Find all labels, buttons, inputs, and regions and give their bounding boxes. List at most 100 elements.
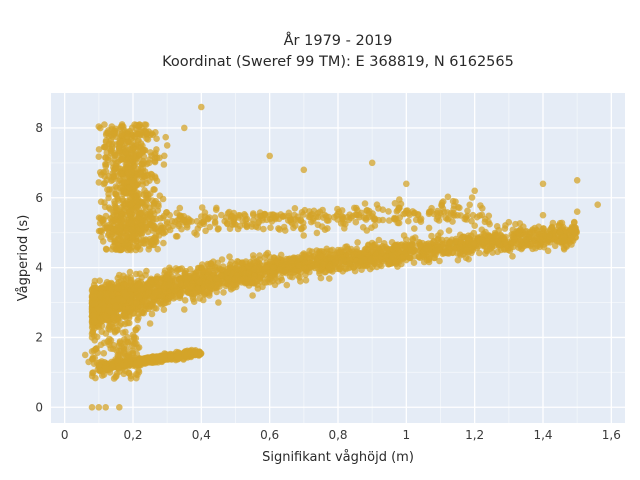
scatter-point xyxy=(136,281,144,289)
scatter-point xyxy=(556,229,564,236)
scatter-point xyxy=(132,146,140,153)
scatter-point xyxy=(202,227,209,235)
scatter-point xyxy=(367,257,375,265)
scatter-point xyxy=(378,249,386,257)
scatter-point xyxy=(301,265,309,272)
scatter-point xyxy=(100,350,108,357)
scatter-point xyxy=(391,200,399,207)
scatter-point xyxy=(594,201,601,208)
scatter-point xyxy=(437,229,444,236)
scatter-point xyxy=(133,129,140,137)
scatter-point xyxy=(362,262,370,270)
scatter-point xyxy=(151,289,159,297)
scatter-point xyxy=(471,187,479,195)
scatter-point xyxy=(122,362,130,369)
scatter-point xyxy=(140,305,147,313)
scatter-point xyxy=(352,211,360,218)
scatter-point xyxy=(157,215,164,222)
scatter-point xyxy=(128,342,136,350)
scatter-point xyxy=(344,245,352,253)
scatter-point xyxy=(226,253,233,260)
scatter-point xyxy=(299,219,307,227)
scatter-point xyxy=(102,330,110,337)
scatter-point xyxy=(106,341,113,349)
x-tick-label: 0,2 xyxy=(123,428,142,442)
scatter-point xyxy=(113,184,121,191)
scatter-point xyxy=(136,270,144,278)
scatter-point xyxy=(548,225,555,232)
scatter-point xyxy=(95,227,103,235)
scatter-point xyxy=(351,267,359,275)
scatter-point xyxy=(241,211,248,218)
scatter-point xyxy=(181,306,188,313)
scatter-point xyxy=(366,207,373,215)
scatter-point xyxy=(165,224,172,231)
scatter-point xyxy=(180,216,187,224)
scatter-point xyxy=(145,283,153,291)
scatter-point xyxy=(176,290,184,298)
scatter-point xyxy=(198,103,205,111)
scatter-point xyxy=(116,271,123,279)
scatter-point xyxy=(113,219,121,226)
scatter-point xyxy=(411,225,418,232)
scatter-point xyxy=(133,174,140,181)
scatter-point xyxy=(241,275,249,282)
scatter-point xyxy=(282,267,289,275)
scatter-point xyxy=(132,326,139,333)
scatter-point xyxy=(118,130,126,138)
scatter-point xyxy=(308,254,315,261)
scatter-point xyxy=(249,292,256,299)
scatter-point xyxy=(151,186,158,193)
scatter-point xyxy=(444,209,451,216)
scatter-point xyxy=(196,278,203,286)
scatter-point xyxy=(488,243,496,250)
y-tick-label: 8 xyxy=(35,121,43,135)
scatter-point xyxy=(515,244,522,251)
scatter-point xyxy=(100,371,108,379)
scatter-point xyxy=(105,323,113,330)
scatter-point xyxy=(369,213,376,220)
scatter-point xyxy=(241,270,248,277)
scatter-point xyxy=(146,235,154,243)
scatter-point xyxy=(361,256,368,264)
scatter-point xyxy=(250,211,257,219)
scatter-point xyxy=(141,147,148,154)
scatter-point xyxy=(135,344,143,351)
scatter-point xyxy=(261,271,268,278)
scatter-point xyxy=(477,202,484,209)
scatter-point xyxy=(266,152,274,160)
scatter-point xyxy=(154,245,161,253)
scatter-point xyxy=(506,247,514,254)
scatter-point xyxy=(302,277,310,284)
scatter-point xyxy=(119,297,127,304)
scatter-point xyxy=(160,239,167,247)
scatter-point xyxy=(128,177,136,184)
scatter-point xyxy=(391,216,399,223)
scatter-point xyxy=(269,211,276,218)
scatter-point xyxy=(125,350,132,358)
scatter-point xyxy=(267,224,274,231)
scatter-point xyxy=(124,133,131,140)
scatter-point xyxy=(140,157,147,165)
scatter-point xyxy=(300,166,308,174)
scatter-point xyxy=(103,246,110,253)
scatter-point xyxy=(539,180,547,188)
scatter-point xyxy=(289,273,296,281)
scatter-point xyxy=(393,244,400,251)
scatter-point xyxy=(352,218,360,226)
scatter-point xyxy=(569,236,576,244)
scatter-point xyxy=(254,281,261,289)
scatter-point xyxy=(405,217,412,225)
scatter-point xyxy=(168,293,176,300)
scatter-point xyxy=(340,219,347,227)
scatter-point xyxy=(327,251,334,258)
scatter-point xyxy=(136,190,143,198)
scatter-point xyxy=(334,205,341,213)
scatter-point xyxy=(138,222,146,229)
scatter-point xyxy=(241,221,249,229)
scatter-point xyxy=(212,267,220,274)
scatter-point xyxy=(458,234,466,241)
y-tick-label: 4 xyxy=(35,261,43,275)
scatter-point xyxy=(136,150,144,158)
scatter-point xyxy=(256,256,263,263)
